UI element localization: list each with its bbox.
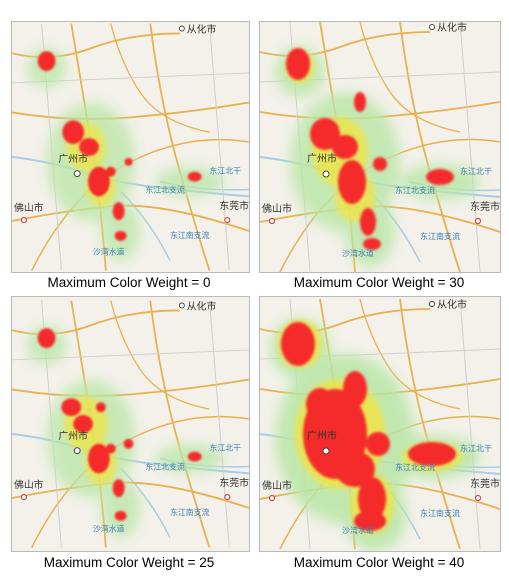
map-label-conghua: 从化市 (187, 22, 217, 35)
heat-layer (26, 48, 225, 261)
map-label-foshan: 佛山市 (14, 478, 44, 491)
map-label-guangzhou: 广州市 (58, 429, 88, 442)
map-label-dongjiang-north-branch: 东江北支流 (395, 462, 435, 472)
map-label-dongjiang-north: 东江北干 (210, 443, 242, 453)
heatmap-panel-weight-40: 从化市 广州市 佛山市 东莞市 东江北干 东江北支流 东江南支流 沙湾水道 (259, 296, 501, 552)
map-label-dongjiang-north-branch: 东江北支流 (395, 185, 435, 195)
map-label-dongjiang-north: 东江北干 (210, 166, 242, 176)
map-label-guangzhou: 广州市 (58, 152, 88, 165)
map-label-dongjiang-south-branch: 东江南支流 (420, 231, 460, 241)
heat-layer (275, 47, 480, 267)
map-label-dongjiang-north-branch: 东江北支流 (145, 184, 185, 194)
map-label-foshan: 佛山市 (262, 479, 292, 492)
map-label-dongjiang-north-branch: 东江北支流 (145, 461, 185, 471)
map-label-shawan: 沙湾水道 (93, 524, 125, 534)
map-labels: 从化市 广州市 佛山市 东莞市 东江北干 东江北支流 东江南支流 沙湾水道 (14, 22, 249, 256)
map-label-shawan: 沙湾水道 (342, 525, 374, 535)
map-labels: 从化市 广州市 佛山市 东莞市 东江北干 东江北支流 东江南支流 沙湾水道 (14, 299, 249, 533)
map-label-conghua: 从化市 (187, 299, 217, 312)
map-label-dongjiang-south-branch: 东江南支流 (420, 508, 460, 518)
map-label-dongguan: 东莞市 (219, 199, 249, 212)
heatmap-panel-weight-0: 从化市 广州市 佛山市 东莞市 东江北干 东江北支流 东江南支流 沙湾水道 (11, 21, 250, 273)
heatmap-map: 从化市 广州市 佛山市 东莞市 东江北干 东江北支流 东江南支流 沙湾水道 (260, 22, 500, 272)
heat-layer (26, 325, 225, 538)
map-label-guangzhou: 广州市 (307, 429, 337, 442)
map-label-dongguan: 东莞市 (219, 476, 249, 489)
panel-caption: Maximum Color Weight = 0 (47, 275, 211, 290)
map-label-dongjiang-south-branch: 东江南支流 (170, 507, 210, 517)
map-label-conghua: 从化市 (437, 298, 467, 311)
map-label-dongguan: 东莞市 (470, 477, 500, 490)
heatmap-panel-weight-30: 从化市 广州市 佛山市 东莞市 东江北干 东江北支流 东江南支流 沙湾水道 (259, 21, 501, 273)
map-label-dongjiang-north: 东江北干 (460, 443, 492, 453)
map-label-guangzhou: 广州市 (307, 152, 337, 165)
map-label-dongjiang-north: 东江北干 (460, 166, 492, 176)
map-labels: 从化市 广州市 佛山市 东莞市 东江北干 东江北支流 东江南支流 沙湾水道 (262, 298, 500, 535)
map-label-dongjiang-south-branch: 东江南支流 (170, 230, 210, 240)
map-label-shawan: 沙湾水道 (342, 248, 374, 258)
map-label-dongguan: 东莞市 (470, 200, 500, 213)
map-label-conghua: 从化市 (437, 22, 467, 34)
map-label-foshan: 佛山市 (14, 201, 44, 214)
heatmap-map: 从化市 广州市 佛山市 东莞市 东江北干 东江北支流 东江南支流 沙湾水道 (260, 298, 500, 551)
map-label-shawan: 沙湾水道 (93, 247, 125, 257)
panel-caption: Maximum Color Weight = 40 (293, 555, 465, 570)
heatmap-map: 从化市 广州市 佛山市 东莞市 东江北干 东江北支流 东江南支流 沙湾水道 (12, 299, 249, 548)
panel-caption: Maximum Color Weight = 30 (293, 275, 465, 290)
heatmap-panel-weight-25: 从化市 广州市 佛山市 东莞市 东江北干 东江北支流 东江南支流 沙湾水道 (11, 296, 250, 552)
heat-layer (270, 319, 480, 551)
map-labels: 从化市 广州市 佛山市 东莞市 东江北干 东江北支流 东江南支流 沙湾水道 (262, 22, 500, 258)
map-label-foshan: 佛山市 (262, 202, 292, 215)
heatmap-map: 从化市 广州市 佛山市 东莞市 东江北干 东江北支流 东江南支流 沙湾水道 (12, 22, 249, 271)
panel-caption: Maximum Color Weight = 25 (43, 555, 215, 570)
